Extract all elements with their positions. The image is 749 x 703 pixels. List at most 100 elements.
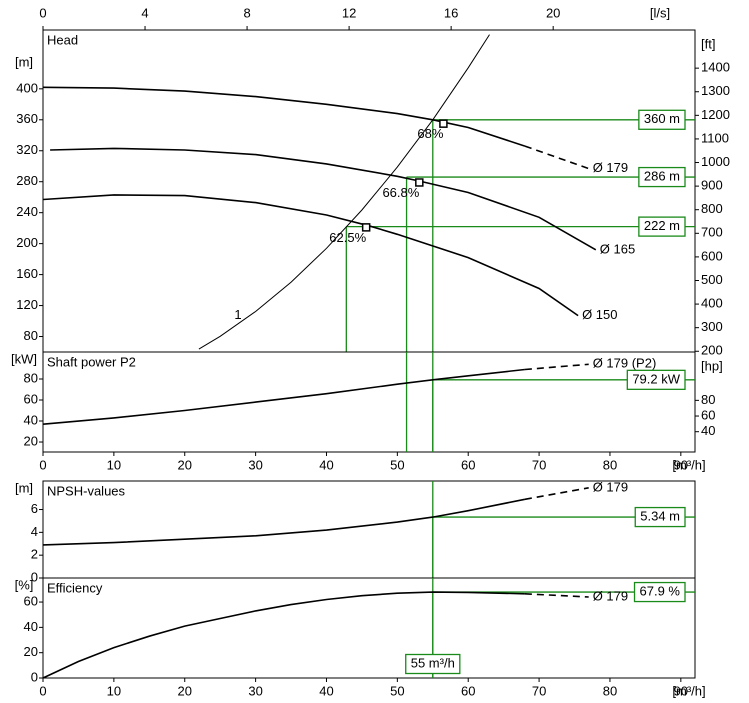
y-tick-label: 80 bbox=[24, 370, 38, 385]
duty-point bbox=[415, 178, 424, 187]
x2-tick-label: 20 bbox=[546, 5, 560, 20]
x-tick-label: 60 bbox=[461, 683, 475, 698]
curve bbox=[50, 147, 597, 251]
curve-label: Ø 150 bbox=[582, 307, 617, 322]
y-axis-unit: [m] bbox=[15, 54, 33, 69]
x-tick-label: 40 bbox=[319, 457, 333, 472]
guide-value-label: 79.2 kW bbox=[632, 371, 680, 386]
y2-axis-unit: [ft] bbox=[701, 36, 715, 51]
curve-dashed bbox=[524, 363, 589, 371]
panel-title: Shaft power P2 bbox=[47, 354, 136, 369]
guide-value-label: 222 m bbox=[644, 218, 680, 233]
y-tick-label: 80 bbox=[24, 328, 38, 343]
y2-tick-label: 60 bbox=[701, 407, 715, 422]
x2-tick-label: 0 bbox=[39, 5, 46, 20]
y2-tick-label: 1300 bbox=[701, 83, 730, 98]
y-tick-label: 0 bbox=[31, 569, 38, 584]
x-tick-label: 20 bbox=[178, 457, 192, 472]
guide-value-label: 286 m bbox=[644, 169, 680, 184]
y-tick-label: 60 bbox=[24, 593, 38, 608]
y2-tick-label: 200 bbox=[701, 343, 723, 358]
x-tick-label: 30 bbox=[248, 457, 262, 472]
y-tick-label: 4 bbox=[31, 524, 38, 539]
x-tick-label: 20 bbox=[178, 683, 192, 698]
guide-value-box bbox=[626, 369, 686, 390]
y-tick-label: 6 bbox=[31, 501, 38, 516]
y2-axis-unit: [hp] bbox=[701, 358, 723, 373]
curve bbox=[42, 86, 526, 147]
efficiency-label: 68% bbox=[417, 126, 443, 141]
x2-tick-label: 4 bbox=[141, 5, 148, 20]
y-tick-label: 20 bbox=[24, 433, 38, 448]
y-tick-label: 20 bbox=[24, 644, 38, 659]
guide-value-box bbox=[638, 166, 686, 188]
y-tick-label: 40 bbox=[24, 619, 38, 634]
curve-dashed bbox=[524, 487, 589, 501]
panel-frame bbox=[42, 29, 696, 353]
curve bbox=[42, 498, 526, 546]
guide-value-box bbox=[633, 581, 686, 603]
x-tick-label: 0 bbox=[39, 683, 46, 698]
flow-value-box bbox=[405, 653, 461, 675]
y2-tick-label: 1000 bbox=[701, 154, 730, 169]
x-tick-label: 30 bbox=[248, 683, 262, 698]
system-curve bbox=[198, 34, 490, 350]
x-tick-label: 0 bbox=[39, 457, 46, 472]
y2-tick-label: 80 bbox=[701, 392, 715, 407]
x-tick-label: 70 bbox=[532, 457, 546, 472]
efficiency-label: 66.8% bbox=[382, 185, 419, 200]
x2-tick-label: 16 bbox=[444, 5, 458, 20]
x-tick-label: 90 bbox=[674, 457, 688, 472]
y2-tick-label: 1400 bbox=[701, 60, 730, 75]
curve bbox=[42, 368, 525, 425]
y2-tick-label: 600 bbox=[701, 248, 723, 263]
guide-value-box bbox=[634, 506, 686, 528]
y-tick-label: 40 bbox=[24, 412, 38, 427]
curve-label: Ø 165 bbox=[600, 241, 635, 256]
guide-value-label: 67.9 % bbox=[640, 583, 681, 598]
y2-tick-label: 1100 bbox=[701, 130, 729, 145]
guide-value-box bbox=[638, 109, 686, 130]
x-tick-label: 60 bbox=[461, 457, 475, 472]
x-tick-label: 90 bbox=[674, 683, 688, 698]
curve-label: Ø 179 bbox=[593, 160, 628, 175]
y-axis-unit: [kW] bbox=[11, 351, 37, 366]
y2-tick-label: 40 bbox=[701, 423, 715, 438]
y2-tick-label: 500 bbox=[701, 272, 723, 287]
y-tick-label: 240 bbox=[16, 204, 38, 219]
y2-tick-label: 700 bbox=[701, 225, 723, 240]
x-tick-label: 10 bbox=[107, 457, 121, 472]
y2-tick-label: 1200 bbox=[701, 107, 730, 122]
curve-label: Ø 179 bbox=[593, 479, 628, 494]
y-tick-label: 360 bbox=[16, 111, 38, 126]
y-tick-label: 320 bbox=[16, 142, 38, 157]
curve-dashed bbox=[524, 593, 589, 598]
guide-value-box bbox=[638, 216, 686, 237]
panel-title: NPSH-values bbox=[47, 483, 126, 498]
curve-label: Ø 179 bbox=[593, 588, 628, 603]
efficiency-label: 62.5% bbox=[329, 230, 366, 245]
x-tick-label: 50 bbox=[390, 457, 404, 472]
x-tick-label: 50 bbox=[390, 683, 404, 698]
x-axis-unit: [m³/h] bbox=[672, 457, 705, 472]
x2-axis-unit: [l/s] bbox=[650, 5, 670, 20]
y2-tick-label: 400 bbox=[701, 296, 723, 311]
panel-frame bbox=[42, 351, 696, 453]
x-axis-unit: [m³/h] bbox=[672, 683, 705, 698]
curve-dashed bbox=[524, 145, 589, 170]
flow-value-label: 55 m³/h bbox=[411, 655, 455, 670]
y2-tick-label: 300 bbox=[701, 319, 723, 334]
y2-tick-label: 900 bbox=[701, 178, 723, 193]
y-tick-label: 120 bbox=[16, 297, 38, 312]
guide-value-label: 5.34 m bbox=[640, 508, 680, 523]
system-curve-label: 1 bbox=[234, 307, 241, 322]
y-axis-unit: [%] bbox=[15, 577, 34, 592]
x-tick-label: 70 bbox=[532, 683, 546, 698]
y-tick-label: 400 bbox=[16, 80, 38, 95]
y-tick-label: 2 bbox=[31, 547, 38, 562]
curve bbox=[42, 591, 525, 679]
curve bbox=[42, 194, 579, 317]
x2-tick-label: 8 bbox=[243, 5, 250, 20]
y-tick-label: 0 bbox=[31, 669, 38, 684]
x-tick-label: 40 bbox=[319, 683, 333, 698]
